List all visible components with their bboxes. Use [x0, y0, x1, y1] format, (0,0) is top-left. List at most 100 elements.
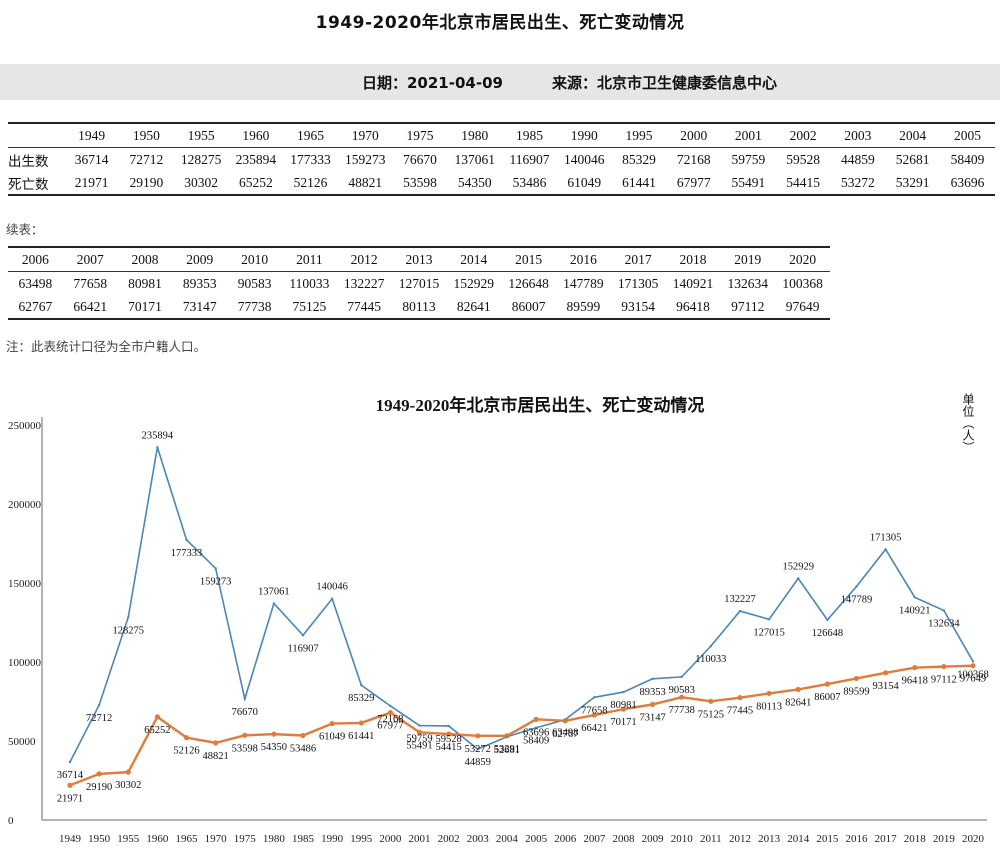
death-data-point	[271, 731, 277, 737]
death-data-point	[766, 690, 772, 697]
year-header-cell: 2009	[172, 246, 228, 272]
birth-data-point	[389, 704, 392, 708]
birth-data-label: 159273	[200, 576, 232, 587]
birth-data-label: 147789	[841, 594, 873, 605]
birth-data-label: 140921	[899, 605, 931, 616]
death-data-label: 61049	[319, 732, 345, 743]
year-header-cell: 1960	[228, 122, 284, 148]
continued-label: 续表：	[6, 222, 44, 237]
value-cell: 67977	[666, 171, 722, 196]
death-data-label: 96418	[902, 676, 928, 687]
year-header-cell: 2001	[721, 122, 776, 148]
data-table-1949-2005: 1949 1950 1955 1960 1965 1970 1975 1980 1985 1990…	[8, 122, 995, 196]
birth-data-point	[709, 644, 713, 648]
birth-data-label: 44859	[465, 757, 491, 768]
birth-data-point	[855, 585, 858, 588]
death-data-point	[96, 771, 102, 777]
year-header-cell: 2004	[885, 122, 940, 148]
death-data-point	[125, 769, 131, 775]
value-cell: 59528	[786, 151, 821, 167]
row-label-cell: 死亡数	[8, 171, 65, 196]
birth-data-label: 110033	[695, 654, 726, 665]
value-cell: 116907	[509, 151, 550, 167]
birth-data-label: 72168	[377, 714, 403, 725]
table-header-row: 2006 2007 2008 2009 2010 2011 2012 2013 2014 2015…	[8, 246, 830, 272]
birth-data-point	[622, 690, 625, 694]
birth-data-label: 140046	[316, 582, 348, 593]
death-data-point	[67, 782, 73, 788]
value-cell: 61049	[556, 171, 612, 196]
value-cell: 53291	[885, 171, 940, 196]
value-cell: 70171	[117, 295, 173, 320]
value-cell: 97649	[775, 295, 830, 320]
x-tick-label: 1975	[234, 833, 257, 845]
death-data-point	[649, 701, 656, 708]
year-header-cell: 1965	[283, 122, 338, 148]
year-header-cell: 1949	[64, 122, 119, 148]
death-data-point	[795, 686, 801, 693]
birth-data-label: 235894	[142, 430, 174, 441]
death-data-label: 82641	[785, 697, 811, 708]
data-source: 来源：北京市卫生健康委信息中心	[552, 74, 778, 92]
death-data-label: 77445	[727, 706, 753, 717]
year-header-cell: 1975	[392, 122, 448, 148]
x-tick-label: 2015	[816, 833, 839, 845]
y-tick-label: 0	[8, 815, 14, 827]
year-header-cell: 1980	[447, 122, 503, 148]
value-cell: 126648	[508, 275, 549, 291]
birth-data-point	[476, 747, 480, 751]
year-header-cell: 1990	[556, 122, 612, 148]
value-cell: 73147	[172, 295, 228, 320]
x-tick-label: 2006	[554, 833, 577, 845]
birth-data-point	[68, 760, 72, 764]
value-cell: 137061	[454, 151, 496, 167]
death-data-label: 53291	[494, 744, 520, 755]
death-data-label: 52126	[173, 746, 199, 757]
value-cell: 132634	[727, 275, 769, 291]
value-cell: 152929	[453, 275, 495, 291]
value-cell: 58409	[950, 151, 985, 167]
birth-data-label: 100368	[957, 669, 989, 680]
death-data-point	[591, 712, 597, 718]
x-tick-label: 1970	[205, 833, 228, 845]
birth-data-point	[680, 675, 683, 679]
table-header-row: 1949 1950 1955 1960 1965 1970 1975 1980 1985 1990…	[8, 122, 995, 148]
value-cell: 89599	[555, 295, 611, 320]
value-cell: 62767	[8, 295, 63, 320]
x-tick-label: 2007	[583, 833, 606, 845]
value-cell: 90583	[237, 275, 272, 291]
birth-data-point	[243, 697, 246, 701]
value-cell: 89353	[182, 275, 217, 291]
year-header-cell: 2007	[62, 246, 118, 272]
y-tick-label: 200000	[8, 499, 42, 511]
value-cell: 147789	[563, 275, 604, 291]
x-tick-label: 2017	[875, 833, 898, 845]
value-cell: 63498	[18, 275, 53, 291]
value-cell: 96418	[665, 295, 721, 320]
birth-data-point	[272, 602, 276, 605]
unit-label: 单位（人）	[961, 393, 975, 453]
x-tick-label: 2014	[787, 833, 810, 845]
value-cell: 36714	[74, 151, 109, 167]
birth-data-point	[738, 609, 742, 613]
birth-data-point	[942, 609, 946, 612]
death-data-point	[912, 665, 918, 671]
death-data-label: 53486	[290, 743, 316, 754]
death-data-label: 48821	[203, 751, 229, 762]
death-data-label: 70171	[610, 717, 636, 728]
birth-data-label: 128275	[113, 625, 145, 636]
death-data-label: 80113	[756, 701, 782, 712]
year-header-cell: 1950	[118, 122, 174, 148]
death-data-point	[941, 663, 947, 670]
publish-date: 日期：2021-04-09	[362, 74, 503, 92]
death-data-label: 86007	[814, 692, 840, 703]
year-header-cell: 2013	[391, 246, 447, 272]
value-cell: 54350	[447, 171, 503, 196]
death-data-label: 77738	[669, 705, 695, 716]
y-tick-label: 250000	[8, 420, 42, 432]
x-tick-label: 2001	[409, 833, 431, 845]
x-tick-label: 2011	[700, 833, 722, 845]
death-data-label: 21971	[57, 793, 83, 804]
value-cell: 171305	[617, 275, 659, 291]
value-cell: 140921	[672, 275, 714, 291]
